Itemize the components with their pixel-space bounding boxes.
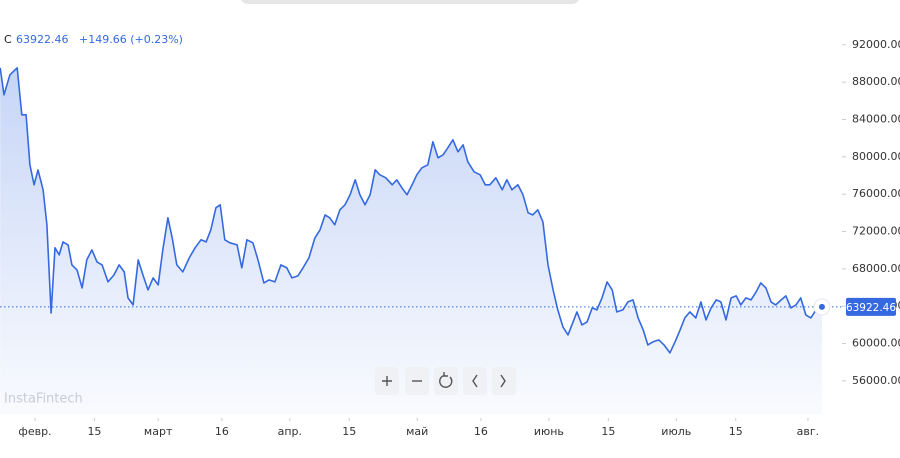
plot: 56000.0060000.0064000.0068000.0072000.00… bbox=[0, 38, 900, 438]
x-tick-label: апр. bbox=[278, 425, 302, 438]
price-line bbox=[0, 67, 823, 354]
y-tick-label: 72000.00 bbox=[852, 225, 900, 238]
x-tick-label: 16 bbox=[474, 425, 488, 438]
y-tick-label: 84000.00 bbox=[852, 112, 900, 125]
y-tick-label: 68000.00 bbox=[852, 262, 900, 275]
scroll-right[interactable] bbox=[492, 367, 516, 395]
x-tick-label: май bbox=[406, 425, 428, 438]
last-point bbox=[818, 303, 825, 310]
x-tick-label: февр. bbox=[18, 425, 51, 438]
x-tick-label: июнь bbox=[534, 425, 564, 438]
x-tick-label: 15 bbox=[87, 425, 101, 438]
toolbar bbox=[375, 367, 516, 395]
top-bar bbox=[241, 0, 579, 4]
y-tick-label: 92000.00 bbox=[852, 38, 900, 51]
price-badge bbox=[846, 297, 896, 316]
y-tick-label: 76000.00 bbox=[852, 187, 900, 200]
symbol: C bbox=[4, 33, 12, 46]
last-price: 63922.46 bbox=[16, 33, 69, 46]
area bbox=[0, 67, 823, 415]
price-badge-label: 63922.46 bbox=[846, 302, 896, 314]
y-tick-label: 56000.00 bbox=[852, 374, 900, 387]
x-tick-label: авг. bbox=[797, 425, 820, 438]
x-tick-label: 15 bbox=[729, 425, 743, 438]
y-tick-label: 60000.00 bbox=[852, 337, 900, 350]
x-tick-label: июль bbox=[661, 425, 691, 438]
x-tick-label: 16 bbox=[215, 425, 229, 438]
change: +149.66 (+0.23%) bbox=[79, 33, 183, 46]
scroll-left[interactable] bbox=[463, 367, 487, 395]
watermark: InstaFintech bbox=[4, 392, 83, 407]
x-tick-label: 15 bbox=[342, 425, 356, 438]
y-tick-label: 80000.00 bbox=[852, 150, 900, 163]
reset[interactable] bbox=[434, 367, 458, 395]
x-tick-label: март bbox=[144, 425, 173, 438]
x-tick-label: 15 bbox=[601, 425, 615, 438]
y-tick-label: 88000.00 bbox=[852, 75, 900, 88]
